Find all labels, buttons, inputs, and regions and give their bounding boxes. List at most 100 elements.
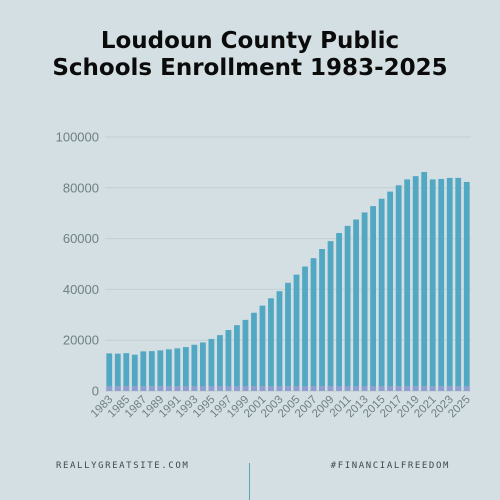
bar-base-2012 <box>353 386 359 391</box>
bar-2011 <box>344 225 351 391</box>
bar-2021 <box>429 179 436 391</box>
bar-2019 <box>412 176 419 391</box>
chart-title-line-2: Schools Enrollment 1983-2025 <box>52 55 448 81</box>
bar-base-2021 <box>429 386 436 391</box>
bar-2017 <box>395 185 402 391</box>
bar-base-2025 <box>463 386 470 391</box>
bar-1996 <box>217 335 223 391</box>
bar-2008 <box>319 249 325 391</box>
bar-base-2006 <box>302 386 308 391</box>
bar-base-2005 <box>293 386 300 391</box>
bar-2014 <box>370 206 377 391</box>
bar-base-1995 <box>208 386 215 391</box>
bar-2024 <box>455 177 462 391</box>
bar-1991 <box>174 348 181 391</box>
bar-1999 <box>242 319 249 391</box>
bar-1987 <box>140 351 147 391</box>
y-tick-label: 20000 <box>63 333 99 348</box>
bar-base-1986 <box>131 386 138 391</box>
bar-base-2003 <box>276 386 283 391</box>
bar-base-2002 <box>268 386 274 391</box>
bar-base-2004 <box>285 386 291 391</box>
bar-base-1988 <box>148 386 155 391</box>
bar-base-2009 <box>327 386 334 391</box>
y-axis-ticks: 0 20000 40000 60000 80000 100000 <box>56 130 99 399</box>
bars <box>106 172 470 391</box>
bar-base-2008 <box>319 386 325 391</box>
bar-base-2024 <box>455 386 462 391</box>
bar-2018 <box>404 179 411 391</box>
bar-1993 <box>191 344 198 391</box>
bar-base-2018 <box>404 386 411 391</box>
bar-base-2016 <box>387 386 394 391</box>
bar-base-2019 <box>412 386 419 391</box>
bar-2005 <box>293 274 300 391</box>
bar-2010 <box>336 233 342 391</box>
bar-1994 <box>199 342 206 391</box>
bar-base-2000 <box>251 386 257 391</box>
bar-base-1985 <box>123 386 130 391</box>
bar-2000 <box>251 312 257 391</box>
bar-1989 <box>157 350 164 391</box>
bar-base-2023 <box>446 386 453 391</box>
bar-base-2017 <box>395 386 402 391</box>
bar-2012 <box>353 219 359 391</box>
bar-2023 <box>446 177 453 391</box>
bar-base-1994 <box>199 386 206 391</box>
bar-1990 <box>165 349 172 391</box>
bar-1992 <box>182 347 189 391</box>
bar-1986 <box>131 354 138 391</box>
bar-base-1983 <box>106 386 113 391</box>
bar-2004 <box>285 282 291 391</box>
bar-2007 <box>310 258 317 391</box>
bar-base-1997 <box>225 386 232 391</box>
bar-2003 <box>276 291 283 391</box>
bar-base-2011 <box>344 386 351 391</box>
bar-1998 <box>234 325 240 391</box>
bar-2015 <box>378 198 385 391</box>
bar-1985 <box>123 353 130 391</box>
bar-2020 <box>421 172 428 391</box>
bar-1997 <box>225 330 232 391</box>
bar-base-1992 <box>182 386 189 391</box>
bar-base-2007 <box>310 386 317 391</box>
bar-2009 <box>327 241 334 391</box>
bar-1988 <box>148 351 155 391</box>
bar-base-1989 <box>157 386 164 391</box>
bar-base-2001 <box>259 386 266 391</box>
bar-base-2015 <box>378 386 385 391</box>
y-tick-label: 100000 <box>56 130 99 145</box>
bar-base-1996 <box>217 386 223 391</box>
bar-1983 <box>106 353 113 391</box>
bar-base-2020 <box>421 386 428 391</box>
bar-base-1987 <box>140 386 147 391</box>
bar-base-1999 <box>242 386 249 391</box>
bar-2002 <box>268 298 274 391</box>
bar-base-1998 <box>234 386 240 391</box>
bar-1984 <box>114 353 121 391</box>
bar-1995 <box>208 338 215 391</box>
bar-2013 <box>361 212 368 391</box>
bar-base-1984 <box>114 386 121 391</box>
bar-2025 <box>463 181 470 391</box>
y-tick-label: 80000 <box>63 180 99 195</box>
bar-2016 <box>387 191 394 391</box>
bar-base-2013 <box>361 386 368 391</box>
y-tick-label: 60000 <box>63 231 99 246</box>
bar-base-1990 <box>165 386 172 391</box>
footer-website: REALLYGREATSITE.COM <box>56 461 190 471</box>
bar-base-1993 <box>191 386 198 391</box>
bar-base-2022 <box>438 386 445 391</box>
footer-hashtag: #FINANCIALFREEDOM <box>330 461 450 471</box>
enrollment-bar-chart: 0 20000 40000 60000 80000 100000 198319851987… <box>56 130 473 421</box>
x-axis-ticks: 1983198519871989199119931995199719992001… <box>89 394 473 421</box>
bar-2022 <box>438 178 445 391</box>
chart-title-line-1: Loudoun County Public <box>100 28 400 54</box>
bar-base-1991 <box>174 386 181 391</box>
y-tick-label: 40000 <box>63 282 99 297</box>
bar-base-2014 <box>370 386 377 391</box>
bar-2006 <box>302 266 308 391</box>
bar-2001 <box>259 305 266 391</box>
y-tick-label: 0 <box>92 384 99 399</box>
footer-divider <box>249 463 250 500</box>
